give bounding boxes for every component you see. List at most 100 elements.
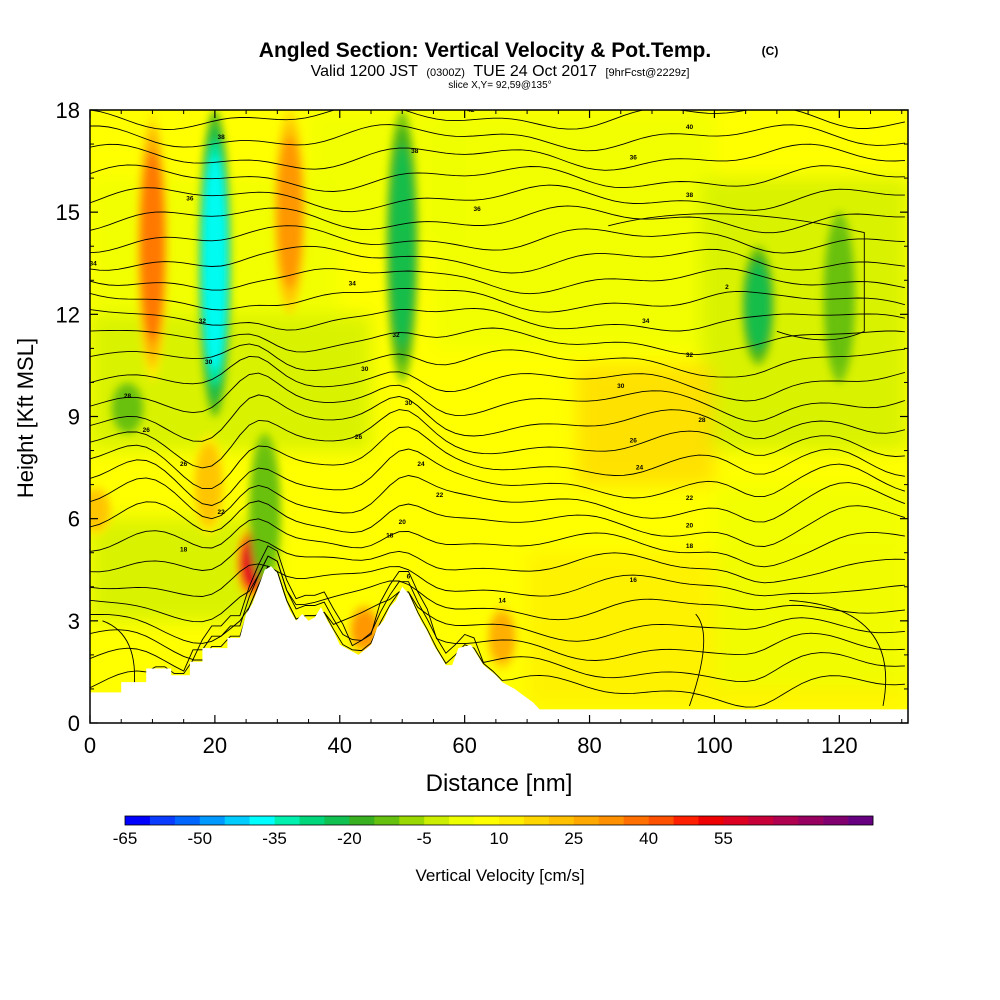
chart-title-mark: (C) [762,44,779,58]
isentrope-line [90,343,905,378]
isentrope-label: 18 [386,533,394,540]
isentrope-label: 38 [218,134,226,141]
downdraft-cell [251,447,279,573]
isentrope-line [90,555,905,683]
colorbar-swatch [374,816,400,825]
colorbar-swatch [648,816,674,825]
isentrope-label: 22 [218,509,226,516]
subtitle-forecast: [9hrFcst@2229z] [605,67,689,79]
isentrope-label: 30 [205,359,213,366]
isentrope-line [90,539,905,584]
y-tick-label: 18 [56,98,80,123]
isentrope-label: 28 [124,393,132,400]
colorbar-swatch [748,816,774,825]
y-tick-label: 12 [56,302,80,327]
isentrope-label: 38 [686,192,694,199]
isentrope-line [90,110,905,130]
isentrope-line [90,448,906,506]
isentrope-label: 2 [725,284,729,291]
isentrope-label: 30 [405,400,413,407]
colorbar [124,815,874,826]
y-tick-label: 15 [56,200,80,225]
isentrope-label: 14 [499,597,507,604]
downdraft-cell [745,261,771,351]
terrain [90,566,908,723]
colorbar-swatch [548,816,575,825]
colorbar-swatch [299,816,325,825]
colorbar-swatch [673,816,699,825]
isentrope-line [90,565,905,708]
x-tick-label: 120 [821,733,858,758]
y-tick-label: 6 [68,507,80,532]
isentrope-label: 28 [698,417,706,424]
plot-area: 42 40 38 38 36 36 36 38 34 34 2 32 34 32 32 30 30 30 28 30 2… [90,110,908,723]
isentrope-line [608,213,865,341]
colorbar-swatch [399,816,425,825]
colorbar-label: Vertical Velocity [cm/s] [415,866,584,885]
isentrope-label: 26 [180,461,188,468]
colorbar-tick-label: 25 [564,829,583,848]
isentrope-line [90,565,905,644]
x-tick-label: 40 [328,733,352,758]
colorbar-swatch [723,816,749,825]
isentrope-label: 34 [642,318,650,325]
x-tick-label: 60 [452,733,476,758]
isentrope-line [90,372,906,423]
y-tick-label: 0 [68,711,80,736]
colorbar-swatch [623,816,649,825]
colorbar-tick-label: -5 [417,829,432,848]
isentrope-line [90,394,906,442]
colorbar-swatch [449,816,475,825]
isentrope-label: 24 [417,461,425,468]
y-tick-label: 9 [68,405,80,430]
colorbar-swatch [698,816,724,825]
isentrope-label: 16 [630,577,638,584]
subtitle-valid: Valid 1200 JST [311,63,419,80]
isentrope-label: 34 [349,281,357,288]
updraft-cell [489,612,515,664]
colorbar-swatch [773,816,799,825]
updraft-cell [277,136,303,289]
colorbar-tick-label: -65 [113,829,138,848]
isentrope-line [90,426,905,490]
isentrope-line [90,518,905,568]
isentrope-label: 36 [474,206,482,213]
x-tick-label: 0 [84,733,96,758]
colorbar-swatch [474,816,500,825]
isentrope-line [90,268,905,295]
isentrope-line [90,355,906,402]
field-patch [577,365,715,485]
colorbar-swatch [598,816,624,825]
isentrope-line [90,124,905,152]
isentrope-label: 32 [199,318,207,325]
isentrope-line [90,327,905,355]
isentrope-line [90,563,905,597]
y-axis-label: Height [Kft MSL] [13,338,38,498]
colorbar-swatch [174,816,201,825]
downdraft-cell [389,145,415,348]
y-tick-label: 3 [68,609,80,634]
downdraft-cell [825,227,853,368]
isentrope-label: 26 [630,437,638,444]
isentrope-label: 6 [407,574,411,581]
colorbar-swatch [848,816,874,825]
colorbar-swatch [573,816,600,825]
isentrope-line [90,555,905,623]
isentrope-label: 22 [436,492,444,499]
isentrope-line [90,500,906,547]
chart-title: Angled Section: Vertical Velocity & Pot.… [259,39,711,62]
isentrope-label: 20 [686,522,694,529]
colorbar-tick-label: 10 [490,829,509,848]
colorbar-swatch [499,816,525,825]
colorbar-frame [124,815,874,826]
x-tick-label: 80 [577,733,601,758]
isentrope-label: 24 [636,465,644,472]
velocity-cells [90,110,856,672]
colorbar-swatch [823,816,849,825]
field-patch [714,484,908,689]
colorbar-swatch [324,816,350,825]
isentrope-label: 34 [90,260,98,267]
colorbar-swatch [424,816,450,825]
downdraft-cell [202,155,227,371]
